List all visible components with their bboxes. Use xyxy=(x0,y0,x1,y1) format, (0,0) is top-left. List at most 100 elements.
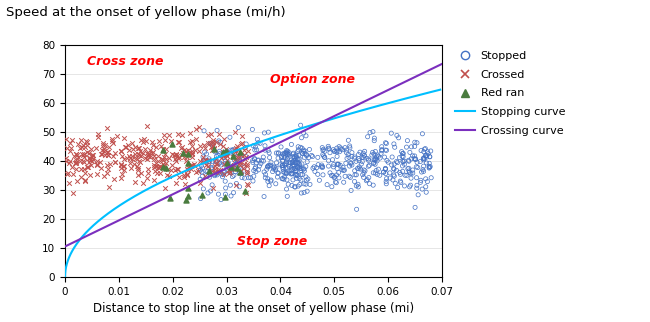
Point xyxy=(282,156,293,162)
Point xyxy=(129,145,140,150)
Point xyxy=(301,182,311,187)
Point xyxy=(342,156,352,161)
Point xyxy=(293,161,304,166)
Point xyxy=(203,190,213,195)
Point xyxy=(81,138,92,144)
Point xyxy=(421,155,432,160)
Point xyxy=(116,161,127,166)
Point xyxy=(191,170,202,175)
Point xyxy=(389,145,400,150)
Point xyxy=(220,161,231,166)
Point xyxy=(345,175,356,180)
Point xyxy=(151,163,161,168)
Point xyxy=(215,140,226,145)
Point xyxy=(79,154,89,159)
Point xyxy=(281,177,292,183)
Point xyxy=(136,137,146,143)
Point xyxy=(198,186,209,192)
Point xyxy=(190,148,200,153)
Point xyxy=(304,155,314,160)
Point xyxy=(280,175,290,180)
Point xyxy=(143,154,153,159)
Point xyxy=(299,181,309,186)
Point xyxy=(115,148,125,154)
Point xyxy=(263,176,273,181)
Point xyxy=(236,141,246,146)
Point xyxy=(98,141,108,146)
Point xyxy=(124,148,135,153)
Point xyxy=(405,150,415,155)
Point xyxy=(344,143,355,148)
Point xyxy=(359,153,369,158)
Point xyxy=(240,154,251,159)
Point xyxy=(380,166,391,171)
Point xyxy=(333,175,344,180)
Point xyxy=(296,166,306,171)
Text: Option zone: Option zone xyxy=(270,73,355,86)
Point xyxy=(302,159,313,164)
Point xyxy=(253,157,263,163)
Point xyxy=(250,156,260,161)
Point xyxy=(287,171,297,176)
Point xyxy=(225,183,235,188)
Point xyxy=(291,172,302,177)
Point xyxy=(228,166,239,171)
Point xyxy=(198,154,208,159)
Point xyxy=(293,165,304,170)
Point xyxy=(278,158,288,164)
Point xyxy=(318,148,328,153)
Point xyxy=(63,170,73,175)
Point xyxy=(223,160,233,165)
Point xyxy=(409,156,419,161)
Point xyxy=(204,159,214,164)
Point xyxy=(185,131,195,136)
Point xyxy=(190,164,200,169)
Point xyxy=(286,160,296,166)
Point xyxy=(419,169,429,174)
Point xyxy=(363,175,374,180)
Point xyxy=(371,154,382,159)
Point xyxy=(389,166,399,172)
Point xyxy=(291,166,301,171)
Point xyxy=(184,151,194,156)
Point xyxy=(351,172,361,177)
Point xyxy=(412,160,423,165)
Point xyxy=(369,161,379,166)
Point xyxy=(332,148,342,154)
Point xyxy=(344,174,354,179)
Point xyxy=(64,159,75,164)
Point xyxy=(119,135,129,140)
Point xyxy=(243,148,254,153)
Point xyxy=(63,181,73,186)
Point xyxy=(296,168,306,173)
Point xyxy=(161,160,172,166)
Point xyxy=(218,155,229,160)
Point xyxy=(288,159,298,164)
Point xyxy=(399,162,410,167)
Point xyxy=(135,148,146,153)
Point xyxy=(389,166,399,171)
Point xyxy=(229,166,240,171)
Point xyxy=(305,182,315,187)
Point xyxy=(119,163,129,168)
Point xyxy=(79,145,90,150)
Point xyxy=(216,171,226,176)
Point xyxy=(77,144,87,149)
Point xyxy=(166,141,177,147)
Point xyxy=(363,156,374,162)
Point xyxy=(68,171,78,176)
Point xyxy=(260,143,270,148)
Point xyxy=(369,151,379,156)
Point xyxy=(198,158,209,163)
Point xyxy=(291,159,302,165)
Point xyxy=(124,154,134,159)
Point xyxy=(90,146,101,151)
Point xyxy=(205,188,216,194)
Point xyxy=(354,166,364,171)
Point xyxy=(183,160,193,166)
Point xyxy=(77,158,88,163)
Point xyxy=(72,152,83,157)
Point xyxy=(289,155,300,160)
Point xyxy=(289,184,300,189)
Point xyxy=(237,140,247,146)
